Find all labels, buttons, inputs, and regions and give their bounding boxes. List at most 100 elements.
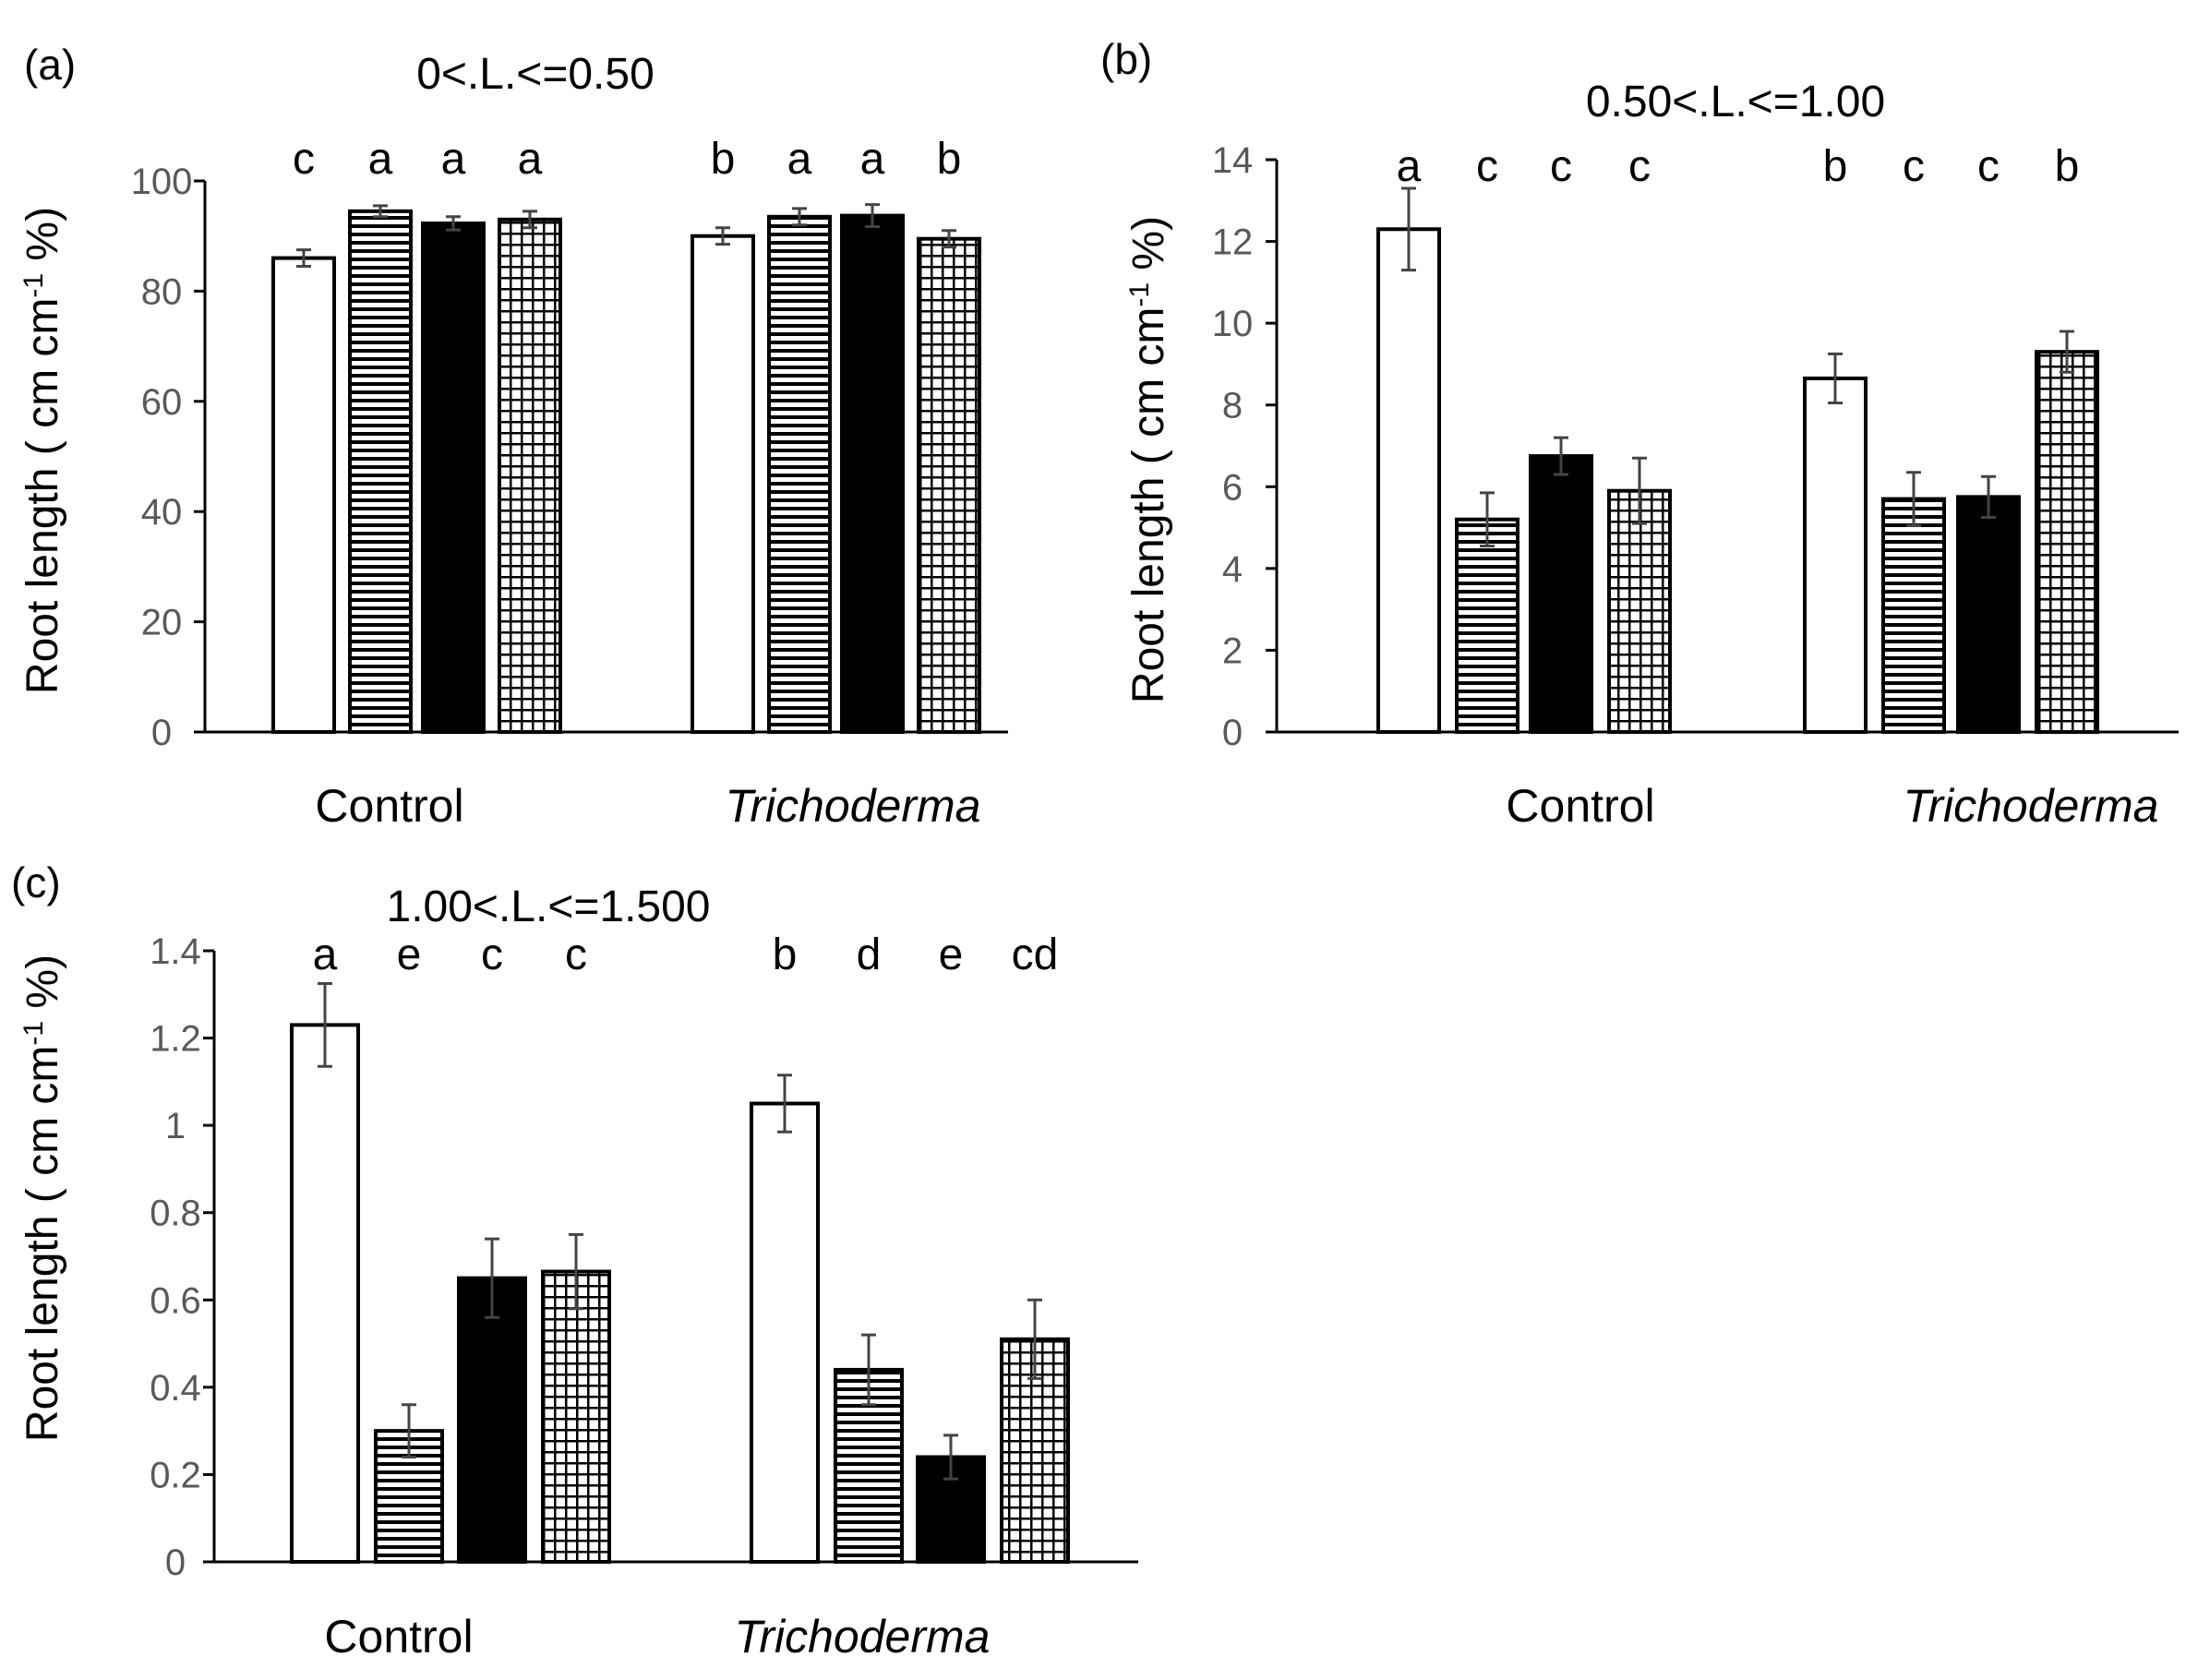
- bar-control-white: [290, 1023, 360, 1564]
- error-bar: [777, 1074, 792, 1134]
- panel-letter: (c): [11, 858, 61, 906]
- category-label-trichoderma: Trichoderma: [1904, 780, 2159, 832]
- y-tick-label: 60: [141, 382, 183, 423]
- significance-letter: cd: [1012, 930, 1059, 979]
- significance-letter: e: [939, 930, 964, 979]
- error-bar: [318, 981, 332, 1068]
- error-bars: [1401, 186, 2074, 547]
- bar-trichoderma-hstripe: [767, 214, 832, 734]
- error-bar: [1554, 436, 1568, 476]
- bar-control-hstripe: [348, 209, 413, 734]
- y-tick-label: 1.4: [150, 931, 201, 972]
- panel-letter: (a): [24, 41, 76, 89]
- y-tick-label: 0.6: [150, 1280, 201, 1321]
- category-label-trichoderma: Trichoderma: [726, 780, 981, 832]
- significance-letter: c: [1550, 142, 1572, 191]
- significance-letter: e: [397, 930, 422, 979]
- chart-title: 0<.L.<=0.50: [416, 50, 655, 99]
- error-bar: [792, 207, 807, 227]
- significance-letter: c: [565, 930, 587, 979]
- error-bar: [402, 1403, 416, 1459]
- significance-letter: a: [787, 135, 812, 184]
- category-label-control: Control: [324, 1611, 473, 1662]
- significance-letter: c: [481, 930, 503, 979]
- y-axis-label-superscript: -1: [18, 1021, 49, 1046]
- bar-control-white: [1376, 227, 1441, 735]
- bar-control-black: [421, 221, 486, 734]
- category-label-trichoderma: Trichoderma: [735, 1611, 991, 1662]
- y-tick-label: 1.2: [150, 1019, 201, 1060]
- y-tick-label: 80: [141, 271, 183, 312]
- significance-letter: a: [313, 930, 338, 979]
- y-tick-label: 0.4: [150, 1368, 201, 1409]
- y-axis-label-main: Root length ( cm cm: [18, 1046, 67, 1442]
- significance-letter: a: [368, 135, 393, 184]
- y-tick-label: 14: [1212, 140, 1254, 181]
- chart-panel-b: (b) 0.50<.L.<=1.00 Root length ( cm cm-1…: [1100, 35, 2179, 832]
- bar-control-black: [457, 1276, 527, 1564]
- y-tick-label: 40: [141, 492, 183, 533]
- error-bar: [446, 215, 461, 232]
- bar-trichoderma-grid: [2035, 350, 2099, 734]
- error-bar: [296, 248, 311, 269]
- category-label-control: Control: [315, 780, 463, 832]
- bar-trichoderma-white: [750, 1101, 820, 1564]
- y-tick-label: 0: [1222, 713, 1243, 753]
- error-bar: [865, 203, 880, 229]
- bar-control-hstripe: [1455, 517, 1519, 735]
- y-axis-label: Root length ( cm cm-1 %): [1124, 216, 1173, 703]
- bar-trichoderma-grid: [917, 236, 981, 734]
- significance-letter: d: [857, 930, 882, 979]
- significance-letter: a: [860, 135, 885, 184]
- error-bar: [1401, 186, 1416, 272]
- y-axis-label-main: Root length ( cm cm: [18, 298, 67, 694]
- error-bar: [715, 226, 730, 246]
- error-bars: [318, 981, 1042, 1481]
- significance-letter: c: [1476, 142, 1498, 191]
- error-bar: [2060, 330, 2074, 374]
- error-bar: [485, 1237, 499, 1319]
- chart-panel-c: (c) 1.00<.L.<=1.500 Root length ( cm cm-…: [11, 858, 1138, 1662]
- y-tick-label: 2: [1222, 630, 1243, 671]
- y-axis-ticks: 0 2 4 6 8 10 12 14: [1212, 140, 1277, 753]
- y-axis-ticks: 0 0.2 0.4 0.6 0.8 1 1.2 1.4: [150, 931, 214, 1583]
- error-bar: [1480, 491, 1495, 547]
- bar-trichoderma-black: [840, 213, 905, 734]
- significance-letter: b: [937, 135, 962, 184]
- bar-trichoderma-black: [1956, 495, 2021, 734]
- bar-control-grid: [498, 217, 562, 735]
- y-axis-label: Root length ( cm cm-1 %): [18, 207, 67, 694]
- error-bar: [569, 1232, 583, 1311]
- significance-letter: a: [1397, 142, 1422, 191]
- chart-panel-a: (a) 0<.L.<=0.50 Root length ( cm cm-1 %)…: [18, 41, 1008, 832]
- y-tick-label: 1: [165, 1106, 186, 1146]
- error-bar: [943, 1434, 958, 1481]
- y-axis-label: Root length ( cm cm-1 %): [18, 954, 67, 1442]
- y-tick-label: 20: [141, 603, 183, 643]
- chart-title: 1.00<.L.<=1.500: [387, 882, 711, 931]
- significance-letter: b: [711, 135, 736, 184]
- error-bars: [296, 203, 956, 269]
- significance-letter: c: [1628, 142, 1651, 191]
- y-axis-label-superscript: -1: [18, 273, 49, 298]
- y-axis-label-end: %): [18, 954, 67, 1021]
- error-bar: [373, 204, 388, 219]
- bar-control-grid: [1607, 488, 1672, 734]
- y-tick-label: 8: [1222, 386, 1243, 426]
- y-tick-label: 100: [131, 162, 193, 202]
- significance-letter: b: [2055, 142, 2080, 191]
- error-bar: [1906, 471, 1921, 527]
- y-tick-label: 0.8: [150, 1194, 201, 1234]
- bars: [271, 209, 981, 735]
- bar-trichoderma-white: [1803, 376, 1868, 734]
- bar-control-black: [1529, 454, 1593, 734]
- y-axis-label-end: %): [1124, 216, 1173, 282]
- significance-letter: b: [773, 930, 798, 979]
- y-tick-label: 0.2: [150, 1455, 201, 1495]
- y-axis-ticks: 0 20 40 60 80 100: [131, 162, 205, 753]
- category-label-control: Control: [1506, 780, 1654, 832]
- panel-letter: (b): [1100, 35, 1152, 83]
